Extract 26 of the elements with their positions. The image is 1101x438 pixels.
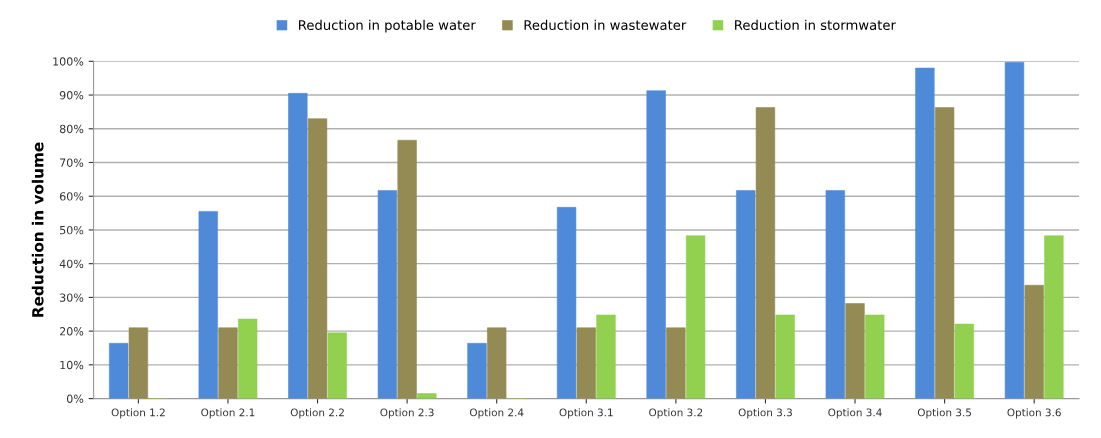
y-tick-label: 100% [53,57,84,66]
y-tick-label: 30% [60,293,84,302]
y-tick-label: 50% [60,225,84,235]
x-tick-label: Option 3.1 [559,408,613,419]
x-tick-label: Option 2.4 [469,408,524,419]
x-tick-label: Option 3.5 [917,408,972,419]
y-axis-title: Reduction in volume [31,142,44,317]
legend-label: Reduction in wastewater [524,19,687,31]
y-tick-label: 10% [60,360,84,370]
legend-label: Reduction in potable water [299,19,476,33]
x-tick-label: Option 3.6 [1007,408,1061,419]
legend-label: Reduction in stormwater [735,19,896,31]
x-tick-label: Option 2.3 [380,408,434,419]
y-tick-label: 80% [59,124,84,134]
y-tick-label: 40% [59,259,84,269]
y-tick-label: 70% [60,158,84,167]
y-tick-label: 0% [66,394,84,403]
x-tick-label: Option 2.2 [290,408,344,419]
x-tick-label: Option 3.2 [649,408,703,419]
x-tick-label: Option 3.3 [738,408,792,419]
x-tick-label: Option 3.4 [828,408,882,419]
y-tick-label: 20% [59,327,84,336]
y-tick-label: 90% [59,91,84,100]
y-tick-label: 60% [59,192,84,201]
x-tick-label: Option 1.2 [111,408,165,419]
x-tick-label: Option 2.1 [201,408,255,419]
